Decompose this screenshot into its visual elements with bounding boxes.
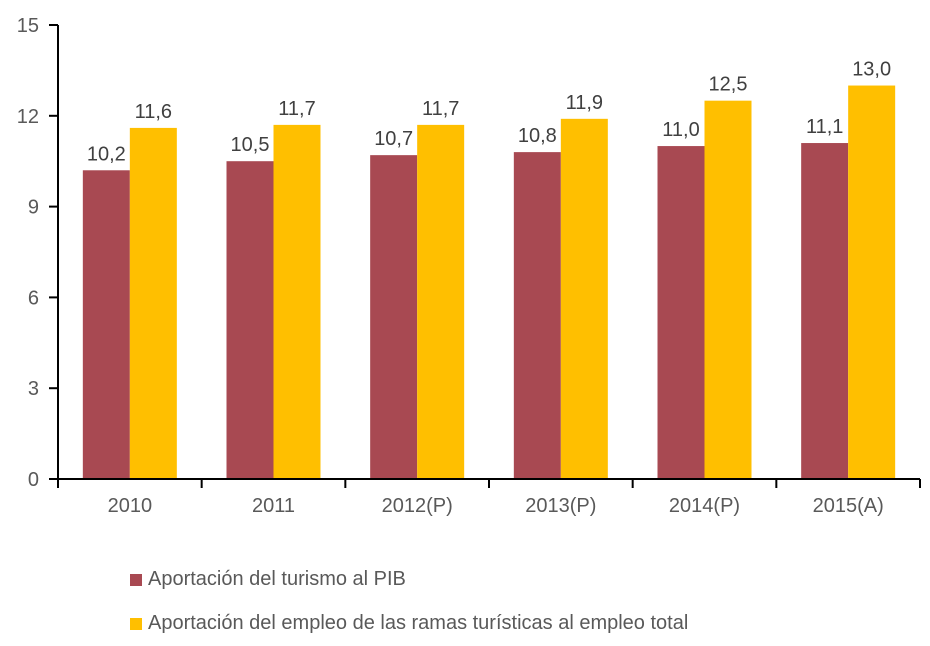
legend-swatch-empleo (130, 617, 142, 630)
axes-group (49, 24, 921, 488)
legend-item-pib: Aportación del turismo al PIB (130, 568, 406, 591)
bar-empleo (848, 85, 896, 480)
x-tick-label: 2010 (108, 495, 153, 517)
bar-empleo (560, 118, 608, 480)
x-tick-label: 2014(P) (669, 495, 740, 517)
bar-pib (226, 161, 274, 479)
bar-empleo (273, 124, 321, 479)
bar-pib (82, 170, 130, 479)
y-tick-label: 12 (17, 106, 39, 128)
y-tick-label: 6 (28, 287, 39, 309)
x-tick-label: 2013(P) (525, 495, 596, 517)
y-tick-label: 0 (28, 469, 39, 491)
x-tick-label: 2011 (252, 495, 295, 517)
legend-swatch-pib (130, 573, 142, 586)
bar-empleo (704, 100, 752, 480)
x-tick-label: 2015(A) (813, 495, 884, 517)
data-label: 11,7 (278, 98, 315, 120)
bar-empleo (417, 124, 465, 479)
bar-empleo (129, 127, 177, 479)
x-tick-label: 2012(P) (382, 495, 453, 517)
bar-pib (370, 155, 418, 479)
data-label: 11,7 (422, 98, 459, 120)
legend-label-pib: Aportación del turismo al PIB (148, 568, 406, 590)
data-label: 10,8 (518, 125, 557, 147)
data-label: 11,6 (135, 101, 172, 123)
data-label: 12,5 (709, 74, 748, 96)
bar-pib (657, 146, 705, 480)
bar-pib (801, 143, 849, 480)
bar-pib (513, 152, 561, 479)
bars-group (82, 85, 896, 480)
y-tick-label: 3 (28, 378, 39, 400)
data-label: 11,1 (806, 116, 843, 138)
legend-label-empleo: Aportación del empleo de las ramas turís… (148, 612, 689, 634)
data-label: 11,9 (566, 92, 603, 114)
y-tick-label: 15 (17, 15, 39, 37)
data-label: 10,7 (374, 128, 413, 150)
data-label: 13,0 (852, 59, 891, 81)
data-label: 10,5 (231, 134, 270, 156)
labels-group: 10,2 10,5 10,7 10,8 11,0 11,1 11,6 11,7 11,7 11,9… (17, 15, 891, 517)
legend-item-empleo: Aportación del empleo de las ramas turís… (130, 612, 688, 635)
data-label: 10,2 (87, 143, 126, 165)
data-label: 11,0 (662, 119, 699, 141)
y-tick-label: 9 (28, 197, 39, 219)
